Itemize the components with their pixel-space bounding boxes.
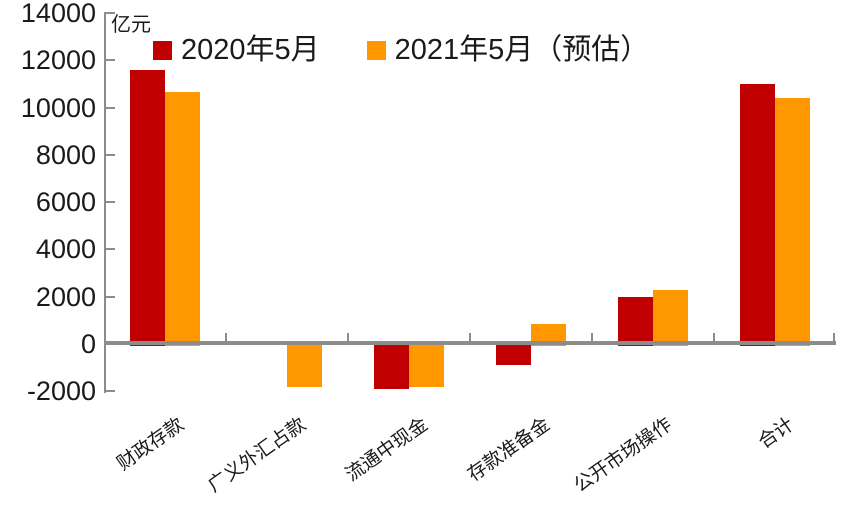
bar-2021年5月（预估）-流通中现金 (409, 344, 444, 388)
bar-2020年5月-存款准备金 (496, 344, 531, 365)
y-axis-line (104, 12, 106, 393)
y-axis-tick-label: 4000 (35, 234, 96, 265)
y-axis-tick-label: 2000 (35, 281, 96, 312)
bar-2021年5月（预估）-公开市场操作 (653, 289, 688, 346)
y-axis-tick-label: 8000 (35, 139, 96, 170)
bar-2021年5月（预估）-存款准备金 (531, 323, 566, 346)
y-axis-tick-mark (104, 11, 115, 14)
x-axis-tick-mark (591, 333, 593, 341)
legend: 2020年5月 2021年5月（预估） (153, 36, 649, 65)
x-axis-tick-mark (347, 333, 349, 341)
x-axis-tick-mark (225, 333, 227, 341)
x-axis-tick-mark (469, 333, 471, 341)
y-axis-tick-label: 10000 (20, 92, 96, 123)
bar-2020年5月-公开市场操作 (618, 296, 653, 346)
y-axis-tick-mark (104, 153, 115, 156)
bar-2020年5月-财政存款 (130, 69, 165, 346)
bar-2020年5月-流通中现金 (374, 344, 409, 389)
y-axis-tick-mark (104, 248, 115, 251)
legend-item-2021: 2021年5月（预估） (366, 34, 650, 66)
y-axis-tick-mark (104, 390, 115, 393)
y-axis-tick-label: 12000 (20, 45, 96, 76)
legend-label-2021: 2021年5月（预估） (394, 34, 650, 66)
y-axis-unit-label: 亿元 (111, 14, 151, 36)
y-axis-tick-label: 0 (80, 329, 96, 359)
legend-item-2020: 2020年5月 (153, 36, 320, 65)
bar-2020年5月-合计 (740, 83, 775, 346)
y-axis-tick-mark (104, 106, 115, 109)
y-axis-tick-mark (104, 201, 115, 204)
bar-2021年5月（预估）-财政存款 (165, 92, 200, 346)
x-axis-line (104, 341, 836, 345)
x-axis-tick-mark (713, 333, 715, 341)
y-axis-tick-mark (104, 295, 115, 298)
y-axis-tick-label: 6000 (35, 187, 96, 218)
bar-2021年5月（预估）-合计 (775, 98, 810, 346)
bar-2021年5月（预估）-广义外汇占款 (287, 344, 322, 388)
legend-label-2020: 2020年5月 (181, 34, 320, 66)
y-axis-tick-label: -2000 (26, 376, 96, 407)
y-axis-tick-label: 14000 (20, 0, 96, 28)
legend-swatch-2021 (366, 41, 386, 60)
y-axis-tick-mark (104, 59, 115, 62)
x-axis-tick-mark (833, 333, 835, 341)
legend-swatch-2020 (153, 41, 172, 60)
